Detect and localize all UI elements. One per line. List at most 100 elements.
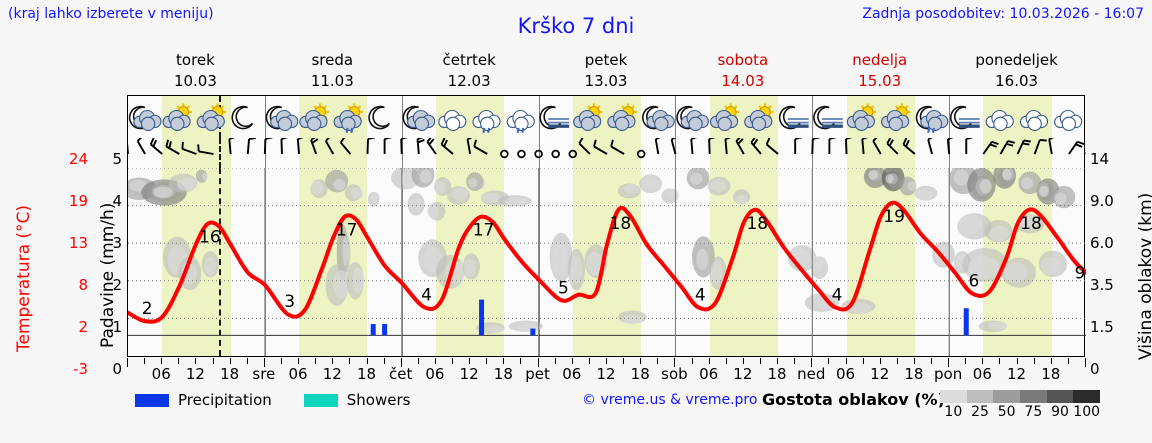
cloud-blob <box>371 192 380 203</box>
time-tick-label: pon <box>934 365 963 383</box>
wind-barb <box>534 149 543 159</box>
time-tick <box>1016 358 1018 364</box>
time-tick <box>383 358 385 364</box>
time-tick <box>520 358 522 364</box>
wind-barb <box>324 138 335 155</box>
precipitation-bar <box>370 324 376 336</box>
wind-barb <box>310 138 319 155</box>
time-tick-label: 18 <box>767 365 787 383</box>
time-tick <box>195 358 197 364</box>
cloud-blob <box>868 169 879 180</box>
weather-icon-sun-cloud <box>607 103 637 131</box>
time-tick <box>537 358 539 367</box>
time-tick <box>862 358 864 364</box>
temperature-min-label: 4 <box>832 285 843 305</box>
copyright-link[interactable]: © vreme.us & vreme.pro <box>582 392 758 408</box>
wind-barb <box>149 138 163 155</box>
time-tick <box>229 358 231 364</box>
cloud-density-shading: 2 16 3 17 4 17 5 18 4 18 4 19 6 18 9 <box>128 168 1086 356</box>
weather-icon-sun-cloud <box>881 103 911 131</box>
cloud-blob <box>333 178 346 191</box>
day-header-ponedeljek: ponedeljek 16.03 <box>948 50 1085 94</box>
temperature-min-label: 6 <box>969 271 980 291</box>
time-tick <box>178 358 180 364</box>
day-separator <box>949 96 951 138</box>
cloud-blob <box>1039 185 1049 198</box>
temperature-precipitation-graph: 2 16 3 17 4 17 5 18 4 18 4 19 6 18 9 <box>128 168 1086 356</box>
day-separator <box>538 138 540 168</box>
time-tick <box>777 358 779 364</box>
time-tick <box>246 358 248 364</box>
cloud-height-axis-title: Višina oblakov (km) <box>1136 192 1152 360</box>
day-name: sobota <box>717 51 769 69</box>
wind-barb <box>165 139 180 155</box>
time-tick-label: 06 <box>288 365 308 383</box>
axis-tick-label: 4 <box>112 192 122 210</box>
forecast-plot: 2 16 3 17 4 17 5 18 4 18 4 19 6 18 9 <box>127 95 1086 357</box>
cloud-blob <box>202 173 209 180</box>
cloud-blob <box>666 189 679 200</box>
time-tick <box>965 358 967 364</box>
wind-barb <box>181 141 197 155</box>
day-header-torek: torek 10.03 <box>127 50 264 94</box>
time-tick <box>828 358 830 364</box>
cloud-density-legend: 10 25 50 75 90 100 <box>940 390 1101 422</box>
time-tick <box>948 358 950 367</box>
wind-barb <box>794 138 803 154</box>
cloud-blob <box>622 315 642 325</box>
cloud-blob <box>410 197 423 213</box>
cloud-blob <box>916 189 933 200</box>
weather-icon-cloud <box>438 109 467 131</box>
wind-barb <box>927 138 933 155</box>
cloud-blob <box>1003 261 1028 283</box>
wind-barb <box>500 149 509 159</box>
cloud-blob <box>176 177 197 191</box>
time-tick <box>999 358 1001 364</box>
day-header-sreda: sreda 11.03 <box>264 50 401 94</box>
time-tick-label: sre <box>252 365 276 383</box>
cloud-blob <box>342 236 349 267</box>
wind-barb <box>965 138 974 154</box>
cloud-blob <box>427 205 439 219</box>
cloud-blob <box>452 187 468 201</box>
weather-icon-cloud <box>1019 109 1049 131</box>
wind-barb <box>1016 139 1031 155</box>
time-tick-label: 06 <box>151 365 171 383</box>
precipitation-bar <box>382 324 388 336</box>
wind-barb <box>551 149 560 159</box>
cloud-blob <box>586 251 603 276</box>
wind-barbs <box>128 138 1086 159</box>
cloud-density-gradient <box>940 390 1101 403</box>
axis-tick-label: 24 <box>68 150 88 168</box>
axis-tick-label: 13 <box>68 234 88 252</box>
day-header-row: torek 10.03 sreda 11.03 četrtek 12.03 petek 13.… <box>127 50 1085 94</box>
time-tick-label: 12 <box>596 365 616 383</box>
wind-barb <box>426 138 437 155</box>
time-tick-label: 18 <box>630 365 650 383</box>
time-tick <box>931 358 933 364</box>
wind-barb <box>610 139 625 155</box>
time-tick-label: čet <box>389 365 413 383</box>
day-separator <box>401 96 403 138</box>
daylight-band <box>846 168 915 356</box>
time-tick <box>434 358 436 364</box>
temperature-min-label: 3 <box>284 292 295 312</box>
wind-barb <box>845 138 853 155</box>
time-tick <box>212 358 214 364</box>
wind-barb <box>366 138 376 155</box>
time-tick-label: 06 <box>699 365 719 383</box>
time-tick <box>366 358 368 364</box>
weather-icon-cloud-rain <box>472 109 501 133</box>
cloud-blob <box>1021 177 1034 190</box>
time-tick-label: ned <box>797 365 826 383</box>
wind-barb <box>765 138 779 155</box>
day-separator <box>675 96 677 138</box>
last-update-label: Zadnja posodobitev: 10.03.2026 - 16:07 <box>862 6 1144 22</box>
wind-barb <box>946 138 954 155</box>
cloud-density-step-label: 75 <box>1024 404 1043 420</box>
day-name: četrtek <box>442 51 496 69</box>
time-tick <box>127 358 128 367</box>
temperature-min-label: 4 <box>421 285 432 305</box>
weather-icon-sun-cloud <box>196 103 227 131</box>
weather-icon-cloud <box>1054 109 1083 131</box>
